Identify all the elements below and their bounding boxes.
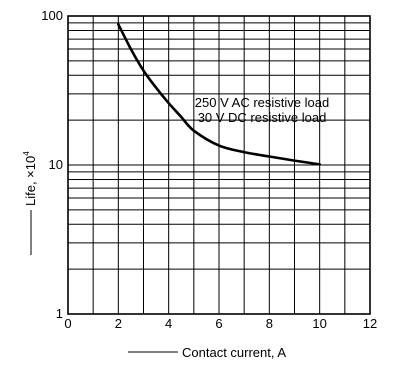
x-tick-label: 8: [266, 316, 273, 331]
x-tick-labels: 0 2 4 6 8 10 12: [64, 316, 377, 331]
x-tick-label: 4: [165, 316, 172, 331]
y-axis-label-group: Life, ×104: [22, 151, 38, 255]
x-axis-label: Contact current, A: [182, 345, 286, 360]
grid-lines: [68, 16, 370, 314]
y-tick-label: 100: [41, 8, 63, 23]
x-tick-label: 12: [363, 316, 377, 331]
y-tick-label: 1: [56, 306, 63, 321]
y-axis-label-exponent: 4: [22, 151, 31, 156]
annotation-dc-load: 30 V DC resistive load: [198, 110, 327, 125]
y-tick-label: 10: [49, 157, 63, 172]
x-tick-label: 2: [115, 316, 122, 331]
x-tick-label: 10: [312, 316, 326, 331]
x-tick-label: 6: [215, 316, 222, 331]
plot-frame: [67, 15, 371, 315]
y-axis-label: Life, ×10: [23, 156, 38, 206]
svg-text:Life, ×104: Life, ×104: [22, 151, 38, 206]
y-tick-labels: 1 10 100: [41, 8, 63, 321]
x-tick-label: 0: [64, 316, 71, 331]
annotation-ac-load: 250 V AC resistive load: [195, 95, 329, 110]
series-line-life: [117, 23, 321, 166]
